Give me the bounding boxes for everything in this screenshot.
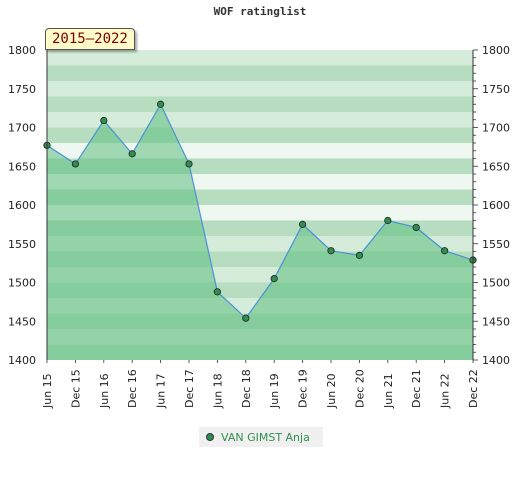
x-tick-label: Dec 15	[69, 369, 82, 408]
y-tick-label-right: 1500	[482, 277, 510, 290]
y-tick-label-right: 1650	[482, 160, 510, 173]
data-point	[355, 251, 363, 259]
x-tick-label: Jun 16	[98, 373, 111, 409]
y-axis-left: 1400 1450 1500 1550 1600 1650 1700 1750 1800	[8, 44, 36, 367]
grid-band	[47, 112, 473, 128]
x-tick-label: Dec 21	[410, 369, 423, 408]
y-tick-label-right: 1400	[482, 354, 510, 367]
x-tick-label: Dec 22	[467, 369, 480, 408]
data-points	[43, 100, 477, 322]
y-tick-label-right: 1450	[482, 315, 510, 328]
y-tick-label-left: 1600	[8, 199, 36, 212]
grid-band	[47, 81, 473, 97]
series-polyline	[46, 102, 474, 320]
y-tick-label-left: 1550	[8, 238, 36, 251]
x-tick-label: Dec 18	[240, 369, 253, 408]
period-badge: 2015–2022	[45, 28, 135, 50]
x-tick-label: Jun 15	[41, 373, 54, 409]
data-point	[440, 247, 449, 255]
x-tick-label: Dec 20	[353, 369, 366, 408]
legend[interactable]: VAN GIMST Anja	[199, 427, 323, 447]
data-point	[412, 223, 420, 232]
area-fill	[47, 104, 473, 360]
y-tick-label-left: 1750	[8, 83, 36, 96]
y-tick-label-right: 1550	[482, 238, 510, 251]
y-tick-label-right: 1700	[482, 122, 510, 135]
y-tick-label-left: 1400	[8, 354, 36, 367]
x-axis: Jun 15 Dec 15 Jun 16 Dec 16 Jun 17 Dec 17 Jun …	[41, 369, 480, 409]
data-point	[100, 116, 108, 125]
grid-band	[47, 50, 473, 66]
y-tick-label-right: 1750	[482, 83, 510, 96]
data-point	[384, 216, 392, 225]
y-tick-label-left: 1650	[8, 160, 36, 173]
y-tick-label-left: 1800	[8, 44, 36, 57]
y-tick-label-left: 1450	[8, 315, 36, 328]
data-point	[185, 160, 193, 168]
data-point	[270, 275, 278, 283]
data-point	[213, 288, 221, 296]
x-tick-label: Dec 16	[126, 369, 139, 408]
x-tick-label: Jun 17	[155, 373, 168, 409]
legend-marker-icon	[206, 433, 214, 441]
x-tick-label: Jun 21	[382, 373, 395, 409]
y-tick-label-right: 1600	[482, 199, 510, 212]
axes	[46, 49, 478, 363]
x-tick-label: Dec 17	[183, 369, 196, 408]
x-tick-label: Jun 19	[268, 373, 281, 409]
x-tick-label: Dec 19	[297, 369, 310, 408]
grid-band	[47, 96, 473, 112]
data-point	[298, 220, 307, 228]
chart-title: WOF ratinglist	[213, 5, 307, 18]
series-line	[46, 102, 474, 320]
x-tick-label: Jun 18	[211, 373, 224, 409]
data-point	[128, 150, 136, 158]
x-tick-label: Jun 20	[325, 373, 338, 409]
data-point	[327, 247, 335, 255]
y-tick-label-right: 1800	[482, 44, 510, 57]
grid-band	[47, 65, 473, 81]
data-point	[71, 160, 80, 168]
y-tick-label-left: 1500	[8, 277, 36, 290]
area-shape	[47, 104, 473, 360]
legend-label: VAN GIMST Anja	[221, 430, 310, 444]
x-tick-label: Jun 22	[439, 373, 452, 409]
data-point	[242, 314, 250, 322]
y-tick-label-left: 1700	[8, 122, 36, 135]
data-point	[157, 100, 165, 108]
y-axis-right: 1400 1450 1500 1550 1600 1650 1700 1750 1800	[482, 44, 510, 367]
